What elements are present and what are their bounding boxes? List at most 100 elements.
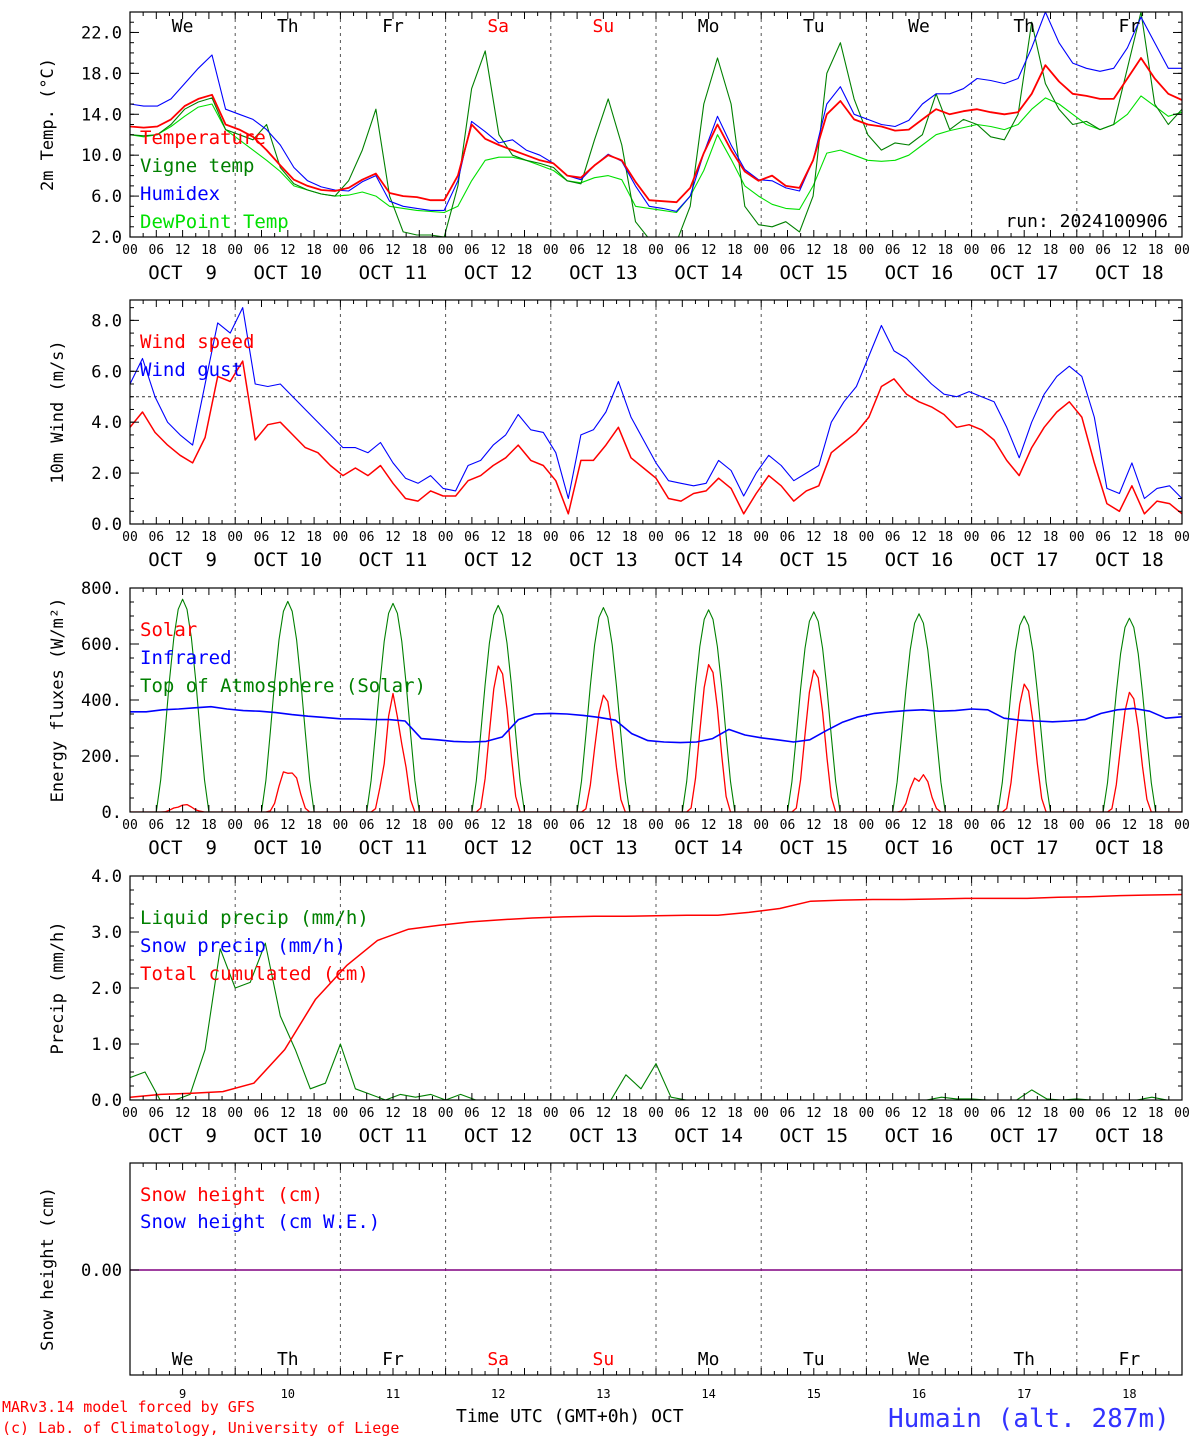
hour-tick-label: 12 — [490, 243, 506, 258]
date-label: OCT 9 — [148, 262, 217, 284]
hour-tick-label: 00 — [438, 243, 454, 258]
weekday-label: Th — [1013, 16, 1035, 37]
hour-tick-label: 06 — [885, 818, 901, 833]
weekday-label: Su — [593, 1349, 615, 1370]
hour-tick-label: 18 — [306, 818, 322, 833]
hour-tick-label: 00 — [122, 1106, 138, 1121]
y-tick-label: 8.0 — [91, 311, 122, 331]
series-infrared — [130, 705, 1182, 744]
series-top-of-atmosphere — [130, 598, 1182, 812]
hour-tick-label: 18 — [201, 530, 217, 545]
hour-tick-label: 18 — [411, 243, 427, 258]
day-number-label: 17 — [1017, 1387, 1031, 1401]
hour-tick-label: 00 — [333, 530, 349, 545]
hour-tick-label: 06 — [569, 1106, 585, 1121]
hour-tick-label: 18 — [727, 818, 743, 833]
hour-tick-label: 00 — [648, 818, 664, 833]
date-label: OCT 18 — [1095, 262, 1164, 284]
hour-tick-label: 18 — [937, 243, 953, 258]
wind-series-group — [130, 307, 1182, 515]
hour-tick-label: 18 — [306, 530, 322, 545]
weekday-label: Fr — [382, 1349, 404, 1370]
hour-tick-label: 18 — [832, 243, 848, 258]
hour-tick-label: 12 — [596, 530, 612, 545]
hour-tick-label: 18 — [1148, 530, 1164, 545]
series-liquid-precip — [130, 942, 1182, 1100]
date-label: OCT 18 — [1095, 837, 1164, 859]
hour-tick-label: 12 — [701, 530, 717, 545]
date-label: OCT 9 — [148, 837, 217, 859]
hour-tick-label: 06 — [254, 530, 270, 545]
hour-tick-label: 00 — [122, 530, 138, 545]
hour-tick-label: 00 — [227, 243, 243, 258]
legend-entry: Temperature — [140, 127, 266, 149]
date-label: OCT 14 — [674, 549, 743, 571]
day-number-label: 12 — [491, 1387, 505, 1401]
legend-entry: Snow height (cm) — [140, 1184, 323, 1206]
hour-tick-label: 06 — [359, 530, 375, 545]
hour-tick-label: 12 — [911, 818, 927, 833]
hour-tick-label: 00 — [333, 1106, 349, 1121]
legend-entry: Liquid precip (mm/h) — [140, 907, 369, 929]
hour-tick-label: 06 — [780, 243, 796, 258]
legend-entry: Snow height (cm W.E.) — [140, 1211, 380, 1233]
hour-tick-label: 12 — [175, 1106, 191, 1121]
hour-tick-label: 06 — [780, 818, 796, 833]
hour-tick-label: 12 — [596, 1106, 612, 1121]
weekday-label: Sa — [487, 1349, 509, 1370]
y-tick-label: 22.0 — [81, 23, 122, 43]
hour-tick-label: 12 — [701, 1106, 717, 1121]
hour-tick-label: 00 — [648, 1106, 664, 1121]
y-tick-label: 18.0 — [81, 64, 122, 84]
y-tick-label: 6.0 — [91, 362, 122, 382]
hour-tick-label: 06 — [254, 818, 270, 833]
hour-tick-label: 12 — [490, 818, 506, 833]
hour-tick-label: 06 — [148, 1106, 164, 1121]
axes-layer — [129, 11, 1183, 1376]
date-label: OCT 18 — [1095, 549, 1164, 571]
hour-tick-label: 12 — [806, 1106, 822, 1121]
weekday-label: Th — [1013, 1349, 1035, 1370]
hour-tick-label: 06 — [1095, 243, 1111, 258]
weekday-label: Su — [593, 16, 615, 37]
hour-tick-label: 12 — [385, 530, 401, 545]
date-label: OCT 16 — [885, 549, 954, 571]
hour-tick-label: 06 — [990, 530, 1006, 545]
date-label: OCT 16 — [885, 837, 954, 859]
weekday-label: We — [172, 1349, 194, 1370]
legend-entry: Snow precip (mm/h) — [140, 935, 346, 957]
hour-tick-label: 00 — [1069, 818, 1085, 833]
series-total-cumulated — [130, 893, 1182, 1098]
date-label: OCT 12 — [464, 549, 533, 571]
hour-tick-label: 06 — [674, 530, 690, 545]
hour-tick-label: 06 — [885, 530, 901, 545]
weekday-label: Tu — [803, 1349, 825, 1370]
hour-tick-label: 00 — [1174, 243, 1190, 258]
y-axis-label: Energy fluxes (W/m²) — [48, 598, 68, 803]
weekday-label: Fr — [382, 16, 404, 37]
hour-tick-label: 06 — [780, 1106, 796, 1121]
hour-tick-label: 00 — [1069, 1106, 1085, 1121]
hour-tick-label: 00 — [859, 818, 875, 833]
hour-tick-label: 06 — [464, 530, 480, 545]
date-label: OCT 17 — [990, 549, 1059, 571]
hour-tick-label: 00 — [648, 530, 664, 545]
hour-tick-label: 12 — [596, 243, 612, 258]
hour-tick-label: 06 — [990, 818, 1006, 833]
hour-tick-label: 00 — [1174, 818, 1190, 833]
weekday-label: Fr — [1119, 16, 1141, 37]
weekday-label: Fr — [1119, 1349, 1141, 1370]
date-label: OCT 18 — [1095, 1125, 1164, 1147]
hour-tick-label: 00 — [753, 530, 769, 545]
hour-tick-label: 06 — [885, 1106, 901, 1121]
date-label: OCT 13 — [569, 837, 638, 859]
hour-tick-label: 18 — [201, 1106, 217, 1121]
y-tick-label: 10.0 — [81, 146, 122, 166]
weekday-label: We — [908, 16, 930, 37]
date-label: OCT 14 — [674, 837, 743, 859]
hour-tick-label: 12 — [1122, 530, 1138, 545]
hour-tick-label: 12 — [701, 818, 717, 833]
y-tick-label: 4.0 — [91, 413, 122, 433]
hour-tick-label: 00 — [1069, 530, 1085, 545]
